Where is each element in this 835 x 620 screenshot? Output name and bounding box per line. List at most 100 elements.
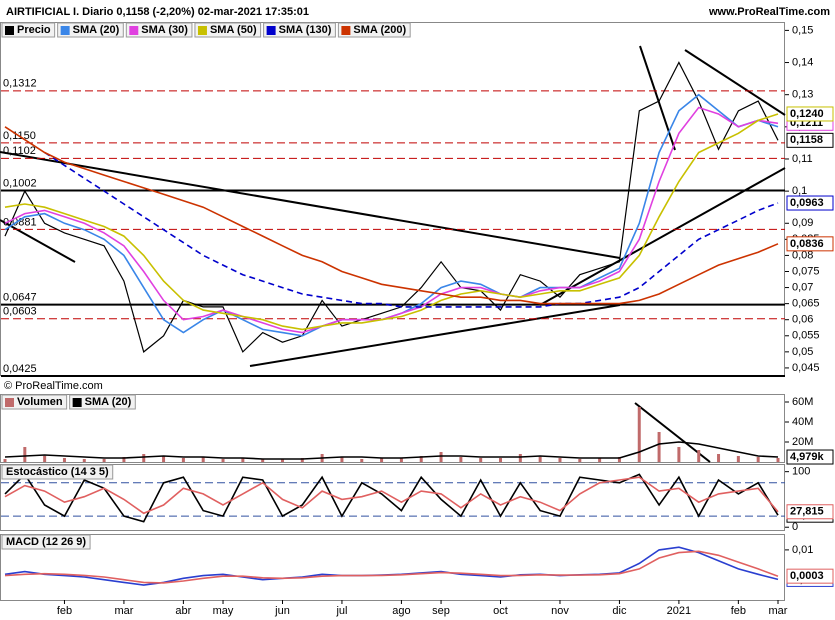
series-line [4, 113, 779, 331]
legend-box [69, 394, 136, 410]
legend-swatch [341, 26, 351, 35]
series-line [4, 126, 779, 305]
volume-bar [380, 458, 384, 462]
x-tick-label: 2021 [667, 605, 691, 617]
legend-label: SMA (130) [279, 24, 332, 36]
x-tick-label: sep [432, 605, 450, 617]
volume-bar [419, 456, 423, 462]
series-line [4, 473, 779, 523]
x-tick-label: abr [175, 605, 191, 617]
series-line [4, 550, 779, 584]
legend-box [1, 534, 91, 550]
legend-box [1, 22, 56, 38]
legend-item: Precio [1, 22, 56, 38]
legend-box [263, 22, 336, 38]
y-tick-label: 0,055 [792, 330, 820, 342]
trend-line [684, 49, 786, 116]
y-tick-label: 0,08 [792, 249, 813, 261]
y-tick-label: 0,05 [792, 346, 813, 358]
legend-item: SMA (50) [194, 22, 262, 38]
legend-item: Volumen [1, 394, 68, 410]
legend-swatch [60, 26, 70, 35]
volume-bar [657, 432, 661, 462]
y-tick-label: 0,065 [792, 298, 820, 310]
volume-bar [62, 458, 66, 462]
legend-label: SMA (20) [85, 396, 132, 408]
level-label: 0,1312 [3, 78, 37, 90]
legend-label: SMA (20) [73, 24, 120, 36]
volume-bar [340, 457, 344, 462]
legend-box [337, 22, 411, 38]
volume-bar [122, 457, 126, 462]
y-tick-label: 100 [792, 466, 810, 478]
legend-item: SMA (20) [69, 394, 136, 410]
volume-bar [300, 458, 304, 462]
y-tick-label: 60M [792, 396, 813, 408]
macd-frame [0, 534, 785, 601]
volume-bar [717, 454, 721, 462]
volume-bar [756, 457, 760, 462]
legend-label: MACD (12 26 9) [6, 536, 86, 548]
last-value-box [786, 106, 834, 122]
series-line [44, 151, 779, 308]
series-line [4, 476, 779, 515]
x-tick-label: oct [493, 605, 508, 617]
legend-swatch [266, 26, 276, 35]
volume-bar [617, 457, 621, 462]
x-tick-label: jul [335, 605, 347, 617]
volume-bar [221, 459, 225, 462]
volume-bar [538, 457, 542, 462]
last-value-label: 27,815 [790, 506, 824, 518]
volume-bar [479, 458, 483, 462]
volume-bar [518, 454, 522, 462]
last-value-label: 0,0836 [790, 238, 824, 250]
y-tick-label: 0,1 [792, 185, 807, 197]
volume-bar [399, 458, 403, 462]
legend-box [57, 22, 124, 38]
legend-item: SMA (200) [337, 22, 411, 38]
legend-swatch [129, 26, 139, 35]
volume-bar [677, 447, 681, 462]
last-value-label: 4,979k [790, 451, 825, 463]
series-line [4, 61, 779, 353]
x-tick-label: feb [731, 605, 746, 617]
volume-bar [558, 458, 562, 462]
last-value-box [786, 449, 834, 465]
trend-line [0, 219, 76, 263]
x-tick-label: mar [114, 605, 133, 617]
x-tick-label: dic [612, 605, 627, 617]
volume-bar [241, 458, 245, 462]
volume-bar [776, 458, 780, 462]
last-value-box [786, 195, 834, 211]
legend-label: Volumen [17, 396, 63, 408]
volume-bar [598, 458, 602, 462]
legend-box [125, 22, 193, 38]
volume-frame [0, 394, 785, 463]
legend-label: Precio [17, 24, 51, 36]
y-tick-label: 0,11 [792, 153, 813, 165]
volume-bar [142, 454, 146, 462]
legend-item: Estocástico (14 3 5) [1, 464, 114, 480]
volume-bar [201, 457, 205, 462]
legend-label: SMA (30) [141, 24, 188, 36]
volume-bar [3, 459, 7, 462]
volume-bar [181, 458, 185, 462]
last-value-box [786, 568, 834, 584]
y-tick-label: 0,06 [792, 314, 813, 326]
x-tick-label: jun [274, 605, 290, 617]
volume-bar [82, 459, 86, 462]
y-tick-label: 20M [792, 436, 813, 448]
legend-label: SMA (200) [353, 24, 406, 36]
last-value-label: 0,0003 [790, 570, 824, 582]
x-tick-label: ago [392, 605, 410, 617]
trend-line [0, 151, 621, 259]
trend-line [249, 304, 621, 367]
legend-box [1, 394, 68, 410]
volume-bar [499, 458, 503, 462]
volume-bar [261, 459, 265, 462]
legend-swatch [197, 26, 207, 35]
trend-lines [0, 45, 786, 463]
level-label: 0,1002 [3, 177, 37, 189]
level-label: 0,0425 [3, 363, 37, 375]
